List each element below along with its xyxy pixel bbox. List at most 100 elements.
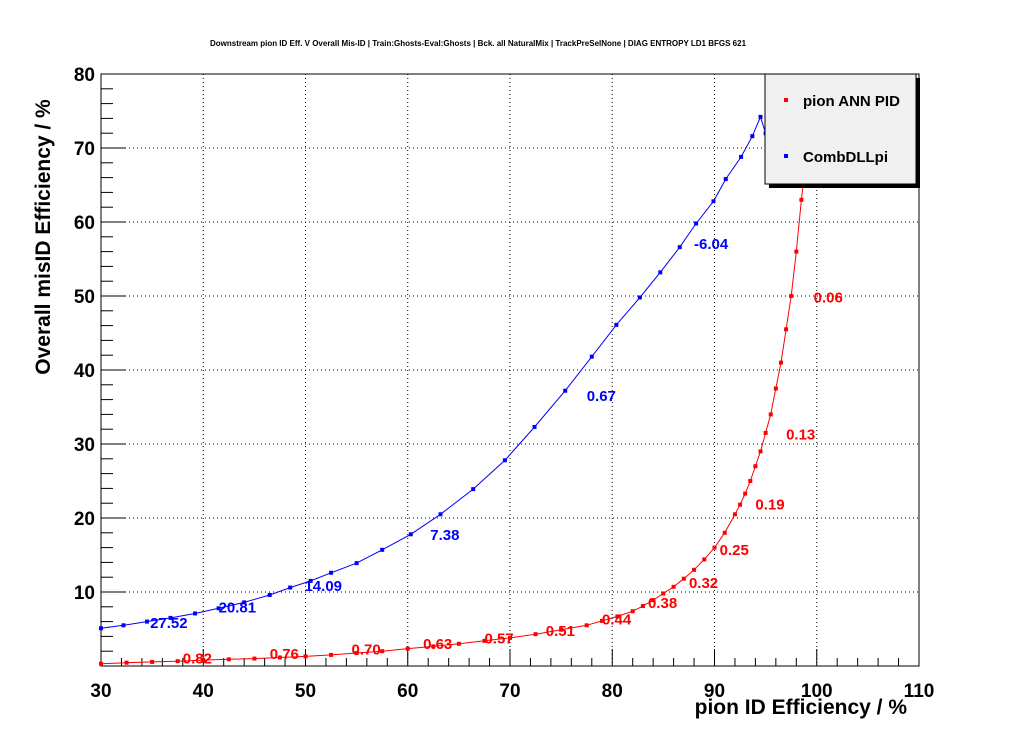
data-point [354,561,359,566]
tick-marks [100,73,920,666]
y-axis-title: Overall misID Efficiency / % [32,99,55,375]
grid [101,74,919,666]
data-point [702,557,707,562]
data-point [738,502,743,507]
data-point [308,578,313,583]
data-point [681,576,686,581]
data-point [482,638,487,643]
y-tick-label: 70 [74,139,95,160]
data-point [145,619,150,624]
data-point [748,479,753,483]
cut-value-label: 0.76 [270,646,299,663]
series-line-1 [100,111,775,629]
y-tick-label: 10 [74,583,95,604]
tick-labels: 30 40 50 60 70 80 90 100 110 10 20 30 40 50 60 70 80 [74,65,934,702]
y-tick-label: 50 [74,287,95,308]
y-tick-label: 30 [74,435,95,456]
data-point [758,114,763,119]
cut-value-label: 20.81 [219,600,257,617]
cut-value-label: 0.32 [689,575,718,592]
data-point [502,458,507,463]
data-point [267,592,272,597]
y-tick-label: 20 [74,509,95,530]
data-point [405,646,410,651]
cut-value-label: 0.38 [648,595,677,612]
cut-value-label: 0.51 [546,623,575,640]
data-point [671,584,676,589]
chart-title: Downstream pion ID Eff. V Overall Mis-ID… [210,39,747,48]
data-point [722,530,727,535]
data-point [150,659,155,664]
data-point [288,585,293,590]
data-point [763,430,768,435]
data-point [732,512,737,517]
data-point [329,652,334,657]
x-tick-label: 70 [499,681,520,702]
data-point [615,614,620,619]
data-point [201,658,206,663]
x-tick-label: 100 [801,681,833,702]
data-point [712,545,717,550]
data-point [658,270,663,275]
data-point [559,627,564,632]
x-tick-label: 50 [295,681,316,702]
data-point [640,604,645,609]
data-point [216,606,221,611]
data-point [563,388,568,393]
data-point [651,598,656,603]
data-point [532,424,537,429]
cut-value-label: 0.57 [484,631,513,648]
data-point [175,659,180,664]
legend-box [764,73,917,185]
cut-value-label: 0.19 [755,497,784,514]
data-point [768,412,773,417]
data-point [789,294,794,298]
data-point [589,354,594,359]
data-point [677,245,682,250]
data-point [692,567,697,572]
cut-value-label: 0.70 [352,642,381,659]
data-point [630,609,635,614]
legend: pion ANN PID CombDLLpi [764,73,920,188]
data-point [226,657,231,662]
data-point [303,654,308,659]
cut-value-label: -6.04 [694,236,729,253]
data-point [252,656,257,661]
data-point [694,221,699,226]
data-point [277,655,282,660]
cut-value-label: 7.38 [430,527,459,544]
data-point [743,491,748,496]
y-tick-label: 80 [74,65,95,86]
cut-value-label: 27.52 [150,615,188,632]
data-point [380,649,385,654]
data-point [614,322,619,327]
x-tick-label: 30 [90,681,111,702]
x-tick-label: 80 [602,681,623,702]
data-point [711,199,716,204]
data-point [193,611,198,616]
data-point [773,386,778,391]
data-point [799,197,804,202]
y-tick-label: 60 [74,213,95,234]
x-tick-label: 40 [193,681,214,702]
data-point [168,615,173,620]
data-point [723,177,728,182]
data-point [380,547,385,552]
y-tick-label: 40 [74,361,95,382]
data-point [431,644,436,649]
cut-value-label: 0.13 [786,426,815,443]
cut-value-label: 0.82 [183,651,212,668]
data-point [533,632,538,637]
cut-value-label: 0.63 [423,636,452,653]
x-tick-label: 60 [397,681,418,702]
data-point [778,360,783,365]
legend-label-dll: CombDLLpi [803,149,888,166]
x-axis-title: pion ID Efficiency / % [695,696,908,719]
series-points [99,109,809,666]
data-point [121,623,126,628]
cut-value-label: 0.25 [720,542,749,559]
data-point [508,635,512,640]
data-point [753,464,758,469]
legend-marker-ann [784,98,788,102]
